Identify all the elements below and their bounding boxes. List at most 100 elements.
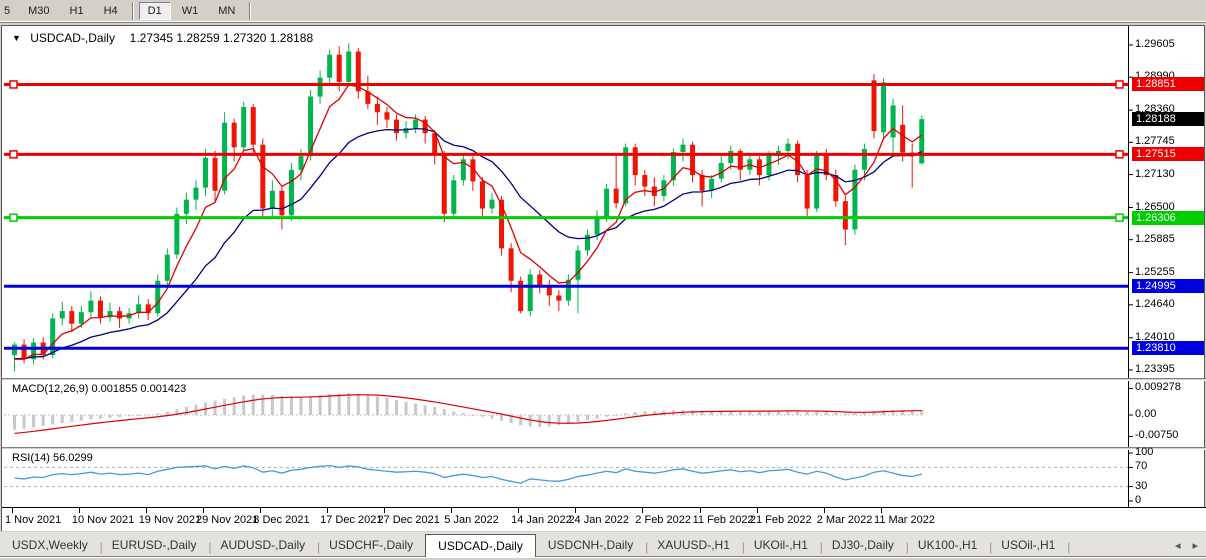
- tab-separator: |: [989, 540, 993, 554]
- level-price-badge: 1.23810: [1132, 341, 1204, 356]
- candle-body: [97, 300, 103, 318]
- date-tick: [823, 508, 825, 513]
- macd-histogram-bar: [41, 415, 45, 426]
- date-tick: [384, 508, 386, 513]
- macd-histogram-bar: [175, 409, 179, 415]
- rsi-pane-separator[interactable]: [2, 447, 1206, 450]
- candle-body: [537, 274, 543, 285]
- chart-tab-usoil[interactable]: USOil-,H1 |: [1001, 538, 1071, 554]
- candle-body: [413, 119, 419, 128]
- chart-tab-usdcnh[interactable]: USDCNH-,Daily |: [547, 538, 649, 554]
- candle-body: [670, 152, 676, 181]
- date-tick: [327, 508, 329, 513]
- macd-histogram-bar: [156, 413, 160, 415]
- candle-body: [833, 175, 839, 202]
- candle-body: [12, 344, 17, 356]
- candle-body: [795, 143, 801, 176]
- macd-histogram-bar: [251, 394, 255, 415]
- macd-histogram-bar: [719, 410, 723, 415]
- chart-tab-usdcad[interactable]: USDCAD-,Daily: [425, 534, 536, 557]
- macd-histogram-bar: [423, 405, 427, 415]
- candle-body: [164, 254, 170, 281]
- macd-histogram-bar: [261, 394, 265, 415]
- line-drag-handle[interactable]: [1115, 80, 1124, 89]
- macd-histogram-bar: [738, 410, 742, 415]
- candle-body: [203, 157, 208, 188]
- candle-body: [479, 181, 485, 209]
- candle-body: [690, 144, 696, 176]
- line-drag-handle[interactable]: [9, 80, 18, 89]
- date-tick: [881, 508, 883, 513]
- line-drag-handle[interactable]: [9, 150, 18, 159]
- macd-signal-line: [14, 394, 922, 435]
- line-drag-handle[interactable]: [1115, 150, 1124, 159]
- tab-separator: |: [741, 540, 745, 554]
- price-chart-canvas[interactable]: [2, 26, 1206, 507]
- tab-separator: |: [905, 540, 909, 554]
- date-tick-label: 11 Feb 2022: [692, 514, 754, 526]
- chart-tab-usdchf[interactable]: USDCHF-,Daily: [329, 538, 414, 552]
- candle-body: [499, 199, 505, 249]
- rsi-axis-label: 0: [1135, 494, 1142, 506]
- timeframe-button-5[interactable]: 5: [4, 4, 11, 17]
- macd-histogram-bar: [433, 406, 437, 415]
- candle-body: [355, 51, 361, 92]
- timeframe-button-d1[interactable]: D1: [138, 1, 171, 20]
- chart-tab-ukoil[interactable]: UKOil-,H1 |: [753, 538, 823, 554]
- candle-body: [451, 180, 457, 214]
- line-drag-handle[interactable]: [1115, 213, 1124, 222]
- rsi-indicator-label: RSI(14) 56.0299: [12, 452, 93, 464]
- macd-histogram-bar: [79, 415, 83, 421]
- candle-body: [594, 216, 600, 235]
- chart-tab-uk100[interactable]: UK100-,H1 |: [917, 538, 993, 554]
- date-tick: [699, 508, 701, 513]
- macd-histogram-bar: [127, 415, 131, 417]
- ma-slow-line: [14, 128, 923, 360]
- tab-scroll-left-icon[interactable]: ◂: [1174, 540, 1181, 552]
- macd-histogram-bar: [213, 400, 217, 415]
- timeframe-button-mn[interactable]: MN: [218, 4, 236, 17]
- macd-pane-separator[interactable]: [2, 378, 1206, 381]
- macd-histogram-bar: [729, 410, 733, 415]
- candle-body: [346, 51, 352, 82]
- macd-axis-label: -0.00750: [1135, 429, 1179, 442]
- time-axis[interactable]: 1 Nov 2021 10 Nov 2021 19 Nov 2021 29 Nov 2…: [2, 507, 1206, 531]
- candle-body: [718, 163, 724, 179]
- macd-histogram-bar: [337, 393, 341, 415]
- chart-tab-audusd[interactable]: AUDUSD-,Daily |: [220, 538, 321, 554]
- date-tick-label: 19 Nov 2021: [138, 514, 202, 526]
- candle-body: [222, 122, 228, 191]
- candle-body: [728, 150, 734, 164]
- macd-histogram-bar: [13, 415, 16, 430]
- rsi-axis-label: 100: [1135, 446, 1154, 458]
- timeframe-button-m30[interactable]: M30: [28, 4, 50, 17]
- macd-histogram-bar: [22, 415, 26, 429]
- macd-axis-label: 0.00: [1135, 408, 1157, 420]
- macd-histogram-bar: [108, 415, 112, 418]
- macd-histogram-bar: [70, 415, 74, 422]
- chart-tab-xauusd[interactable]: XAUUSD-,H1 |: [657, 538, 745, 554]
- ma-fast-line: [14, 84, 923, 360]
- tab-scroll-right-icon[interactable]: ▸: [1192, 540, 1198, 552]
- chart-tab-usdx[interactable]: USDX,Weekly |: [12, 538, 103, 554]
- macd-histogram-bar: [146, 414, 150, 416]
- macd-histogram-bar: [500, 415, 504, 421]
- date-tick-label: 1 Nov 2021: [5, 514, 62, 526]
- candle-body: [250, 107, 256, 145]
- macd-histogram-bar: [547, 415, 551, 427]
- chart-tab-dj30[interactable]: DJ30-,Daily |: [831, 538, 909, 554]
- tab-separator: |: [99, 540, 103, 554]
- timeframe-button-h4[interactable]: H4: [103, 4, 118, 17]
- chart-tab-eurusd[interactable]: EURUSD-,Daily |: [111, 538, 212, 554]
- candle-body: [155, 280, 161, 314]
- macd-histogram-bar: [385, 398, 389, 415]
- line-drag-handle[interactable]: [9, 213, 18, 222]
- candle-body: [403, 127, 409, 134]
- level-price-badge: 1.26306: [1132, 210, 1204, 225]
- date-tick-label: 2 Feb 2022: [635, 514, 691, 526]
- macd-histogram-bar: [853, 413, 857, 415]
- timeframe-button-w1[interactable]: W1: [181, 4, 199, 17]
- macd-histogram-bar: [786, 410, 790, 415]
- candle-body: [699, 175, 705, 191]
- timeframe-button-h1[interactable]: H1: [69, 4, 84, 17]
